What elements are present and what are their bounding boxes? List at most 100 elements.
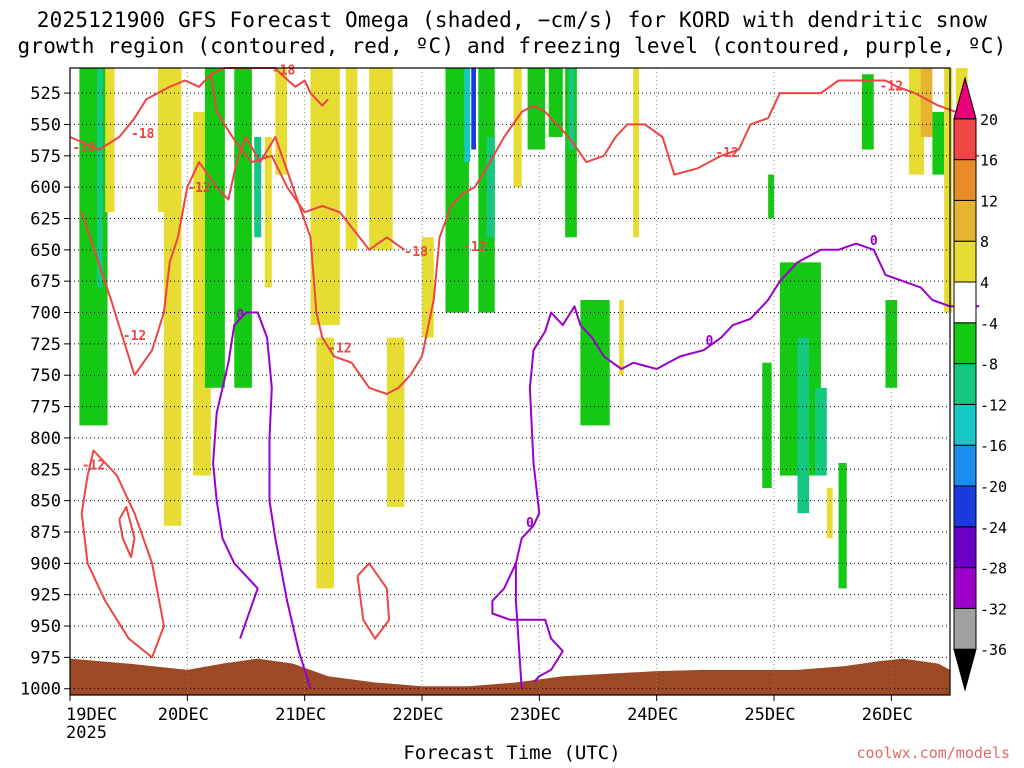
contour-3 <box>80 449 165 659</box>
colorbar-segment-11 <box>953 199 977 242</box>
x-axis-label: Forecast Time (UTC) <box>403 742 621 764</box>
colorbar-label--32: -32 <box>980 600 1007 618</box>
x-tick-label-19DEC: 19DEC <box>66 705 117 725</box>
y-tick-label-625: 625 <box>30 209 61 229</box>
y-tick-label-850: 850 <box>30 492 61 512</box>
contour-label-4: -12 <box>187 181 210 196</box>
omega-band-4 <box>163 187 182 526</box>
y-tick-label-650: 650 <box>30 241 61 261</box>
contour-label-10: -12 <box>82 458 105 473</box>
y-tick-label-900: 900 <box>30 554 61 574</box>
colorbar-label--24: -24 <box>980 519 1007 537</box>
omega-band-10 <box>275 68 288 175</box>
omega-band-39 <box>908 68 925 175</box>
omega-shading-layer <box>79 68 976 589</box>
chart-title-line-2: growth region (contoured, red, ºC) and f… <box>17 34 1007 58</box>
y-tick-label-925: 925 <box>30 586 61 606</box>
omega-band-42 <box>944 68 953 313</box>
x-tick-label-22DEC: 22DEC <box>392 705 443 725</box>
colorbar-segment-9 <box>953 281 977 324</box>
omega-band-8 <box>254 136 262 238</box>
omega-band-35 <box>826 488 833 539</box>
y-tick-label-1000: 1000 <box>20 680 61 700</box>
omega-band-26 <box>568 68 575 150</box>
omega-band-7 <box>234 68 252 388</box>
colorbar-label--36: -36 <box>980 641 1007 659</box>
contour-1 <box>209 74 405 251</box>
omega-band-30 <box>762 362 772 489</box>
colorbar-segment-8 <box>953 322 977 365</box>
y-tick-label-750: 750 <box>30 366 61 386</box>
contour-label-1: -18 <box>131 127 155 142</box>
omega-band-22 <box>513 68 522 188</box>
omega-band-31 <box>768 174 774 219</box>
omega-band-29 <box>633 68 640 238</box>
y-tick-label-875: 875 <box>30 523 61 543</box>
surface-ground-layer <box>70 658 950 695</box>
y-tick-label-525: 525 <box>30 84 61 104</box>
contour-label-14: 0 <box>870 234 878 249</box>
omega-band-28 <box>619 299 624 376</box>
colorbar-label--28: -28 <box>980 560 1007 578</box>
grid-layer <box>70 68 950 695</box>
y-tick-label-825: 825 <box>30 460 61 480</box>
credit-link[interactable]: coolwx.com/models <box>856 744 1010 762</box>
y-tick-label-725: 725 <box>30 335 61 355</box>
colorbar-label-4: 4 <box>980 274 989 292</box>
colorbar-segment-6 <box>953 403 977 446</box>
omega-band-13 <box>345 68 358 250</box>
omega-band-41 <box>932 111 945 175</box>
colorbar-segment-3 <box>953 526 977 569</box>
omega-band-2 <box>105 68 115 213</box>
y-tick-label-600: 600 <box>30 178 61 198</box>
chart-title-line-1: 2025121900 GFS Forecast Omega (shaded, −… <box>36 8 988 32</box>
contour-label-7: -12 <box>463 240 486 255</box>
colorbar-segment-7 <box>953 363 977 405</box>
contour-7 <box>514 242 980 689</box>
y-tick-label-975: 975 <box>30 648 61 668</box>
contour-label-5: -12 <box>123 329 146 344</box>
omega-band-16 <box>422 237 434 338</box>
omega-band-23 <box>527 68 546 150</box>
colorbar-label-12: 12 <box>980 192 998 210</box>
colorbar: -36 -32 -28 -24 -20 -16 -12 -8 -4 4 8 12 16 20 <box>953 76 1007 692</box>
contour-label-2: -18 <box>272 63 296 78</box>
axes-layer: 525 550 575 600 625 650 675 700 725 750 775 800 825 8… <box>20 67 951 743</box>
contour-5 <box>356 562 391 640</box>
y-tick-label-550: 550 <box>30 115 61 135</box>
omega-band-18 <box>464 68 471 163</box>
x-tick-label-23DEC: 23DEC <box>510 705 561 725</box>
omega-band-33 <box>797 337 810 514</box>
omega-band-9 <box>264 136 272 288</box>
contour-label-9: -12 <box>880 80 903 95</box>
omega-band-36 <box>838 463 847 589</box>
colorbar-label--12: -12 <box>980 396 1007 414</box>
x-tick-label-26DEC: 26DEC <box>862 705 913 725</box>
colorbar-segment-5 <box>953 444 977 487</box>
colorbar-arrow-bottom <box>953 648 977 692</box>
plot-frame <box>69 67 951 696</box>
colorbar-segment-2 <box>953 567 977 609</box>
colorbar-label--8: -8 <box>980 356 998 374</box>
contour-2 <box>80 79 980 395</box>
colorbar-label-16: 16 <box>980 152 998 170</box>
omega-band-34 <box>815 387 827 476</box>
omega-band-3 <box>158 68 182 213</box>
omega-band-11 <box>310 68 340 326</box>
contour-8 <box>491 562 564 684</box>
contour-layer <box>69 67 980 689</box>
colorbar-label-20: 20 <box>980 111 998 129</box>
contour-label-0: -18 <box>72 141 96 156</box>
y-tick-label-800: 800 <box>30 429 61 449</box>
colorbar-arrow-top <box>953 76 977 120</box>
omega-band-24 <box>548 68 563 137</box>
omega-band-15 <box>386 337 405 507</box>
contour-label-3: -18 <box>404 245 428 260</box>
contour-0 <box>69 67 329 151</box>
omega-band-25 <box>565 68 577 238</box>
contour-label-8: -12 <box>715 146 738 161</box>
omega-band-27 <box>580 299 610 426</box>
colorbar-segment-12 <box>953 159 977 201</box>
omega-band-17 <box>445 68 469 313</box>
